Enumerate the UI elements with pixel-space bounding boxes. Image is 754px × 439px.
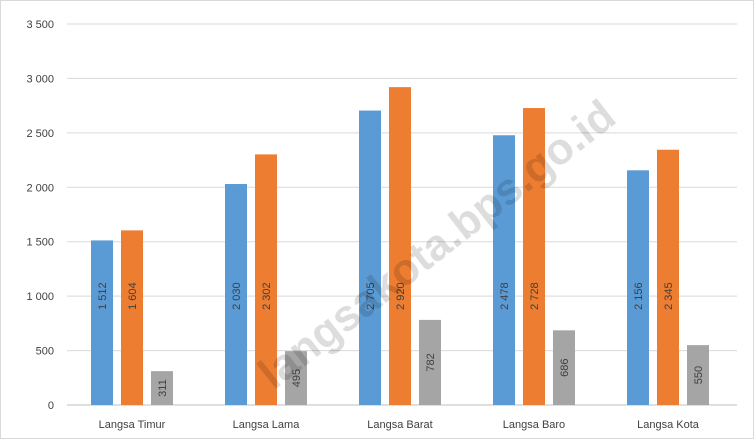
bar <box>151 371 173 405</box>
data-label: 311 <box>157 379 169 397</box>
bar <box>493 135 515 405</box>
data-labels: 1 512 1 604 311 2 030 2 302 495 2 705 2 920 782 2… <box>97 282 705 396</box>
data-label: 2 705 <box>365 282 377 310</box>
data-label: 2 030 <box>231 282 243 310</box>
data-label: 550 <box>693 366 705 384</box>
y-tick-label: 2 000 <box>26 182 54 194</box>
data-label: 2 728 <box>529 282 541 310</box>
category-label: Langsa Timur <box>99 419 166 431</box>
bar <box>687 345 709 405</box>
bar <box>523 108 545 405</box>
bar <box>419 319 441 405</box>
category-label: Langsa Barat <box>367 419 432 431</box>
category-label: Langsa Kota <box>637 419 700 431</box>
bar <box>657 149 679 405</box>
bar <box>121 230 143 405</box>
y-tick-label: 3 000 <box>26 73 54 85</box>
bar <box>225 184 247 405</box>
data-label: 2 156 <box>633 282 645 310</box>
y-axis-ticks: 0 500 1 000 1 500 2 000 2 500 3 000 3 500 <box>26 19 54 412</box>
x-axis-categories: Langsa Timur Langsa Lama Langsa Barat Langs… <box>99 419 700 431</box>
y-tick-label: 0 <box>48 400 54 412</box>
data-label: 1 512 <box>97 282 109 310</box>
bars <box>91 87 709 405</box>
y-tick-label: 500 <box>36 346 54 358</box>
data-label: 686 <box>559 358 571 376</box>
bar <box>91 240 113 405</box>
data-label: 2 478 <box>499 282 511 310</box>
bar <box>359 110 381 405</box>
y-tick-label: 1 500 <box>26 237 54 249</box>
bar <box>627 170 649 405</box>
y-tick-label: 3 500 <box>26 19 54 31</box>
data-label: 2 302 <box>261 282 273 310</box>
data-label: 2 345 <box>663 282 675 310</box>
y-tick-label: 1 000 <box>26 291 54 303</box>
category-label: Langsa Lama <box>233 419 301 431</box>
data-label: 2 920 <box>395 282 407 310</box>
category-label: Langsa Baro <box>503 419 565 431</box>
bar <box>285 351 307 405</box>
data-label: 495 <box>291 369 303 387</box>
bar <box>389 87 411 405</box>
bar <box>255 154 277 405</box>
y-tick-label: 2 500 <box>26 128 54 140</box>
bar <box>553 330 575 405</box>
data-label: 1 604 <box>127 282 139 310</box>
data-label: 782 <box>425 353 437 371</box>
